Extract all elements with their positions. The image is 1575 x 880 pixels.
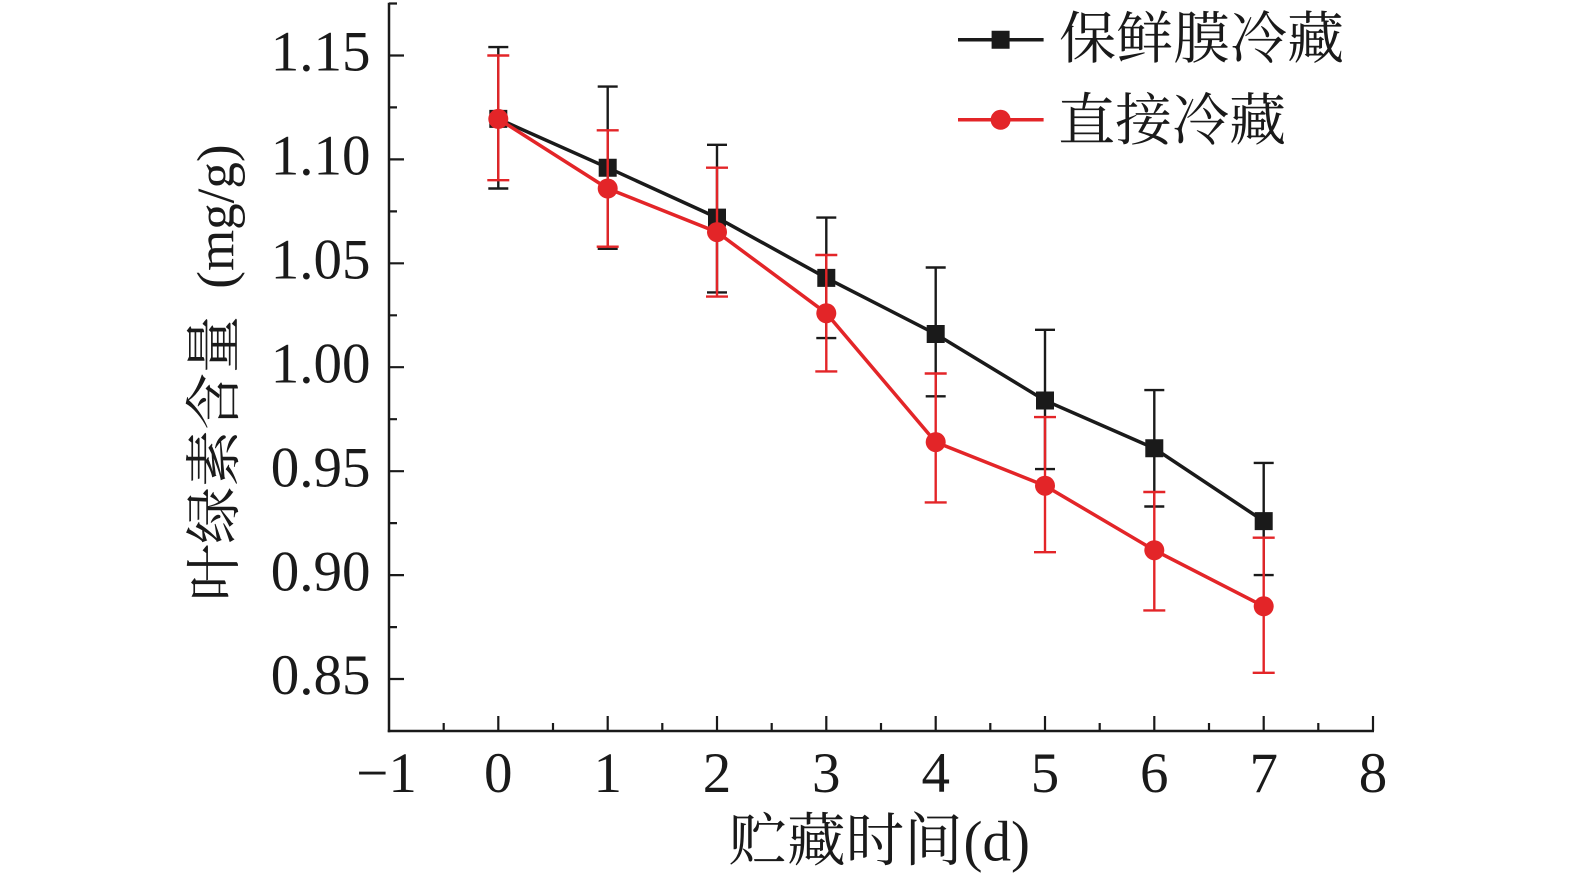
- svg-text:2: 2: [703, 742, 732, 805]
- svg-text:0.95: 0.95: [271, 436, 371, 499]
- svg-text:1.15: 1.15: [271, 21, 371, 84]
- svg-text:6: 6: [1140, 742, 1169, 805]
- svg-text:1.05: 1.05: [271, 229, 371, 292]
- svg-text:0.90: 0.90: [271, 540, 371, 603]
- svg-text:(d): (d): [964, 810, 1030, 873]
- svg-text:3: 3: [812, 742, 841, 805]
- svg-text:4: 4: [921, 742, 950, 805]
- svg-text:5: 5: [1031, 742, 1060, 805]
- svg-text:1.10: 1.10: [271, 125, 371, 188]
- svg-text:1.00: 1.00: [271, 332, 371, 395]
- svg-text:1: 1: [593, 742, 622, 805]
- svg-text:(mg/g): (mg/g): [188, 144, 246, 288]
- svg-text:7: 7: [1249, 742, 1278, 805]
- svg-text:−1: −1: [356, 742, 417, 805]
- svg-text:0.85: 0.85: [271, 644, 371, 707]
- svg-text:0: 0: [484, 742, 513, 805]
- svg-text:8: 8: [1359, 742, 1388, 805]
